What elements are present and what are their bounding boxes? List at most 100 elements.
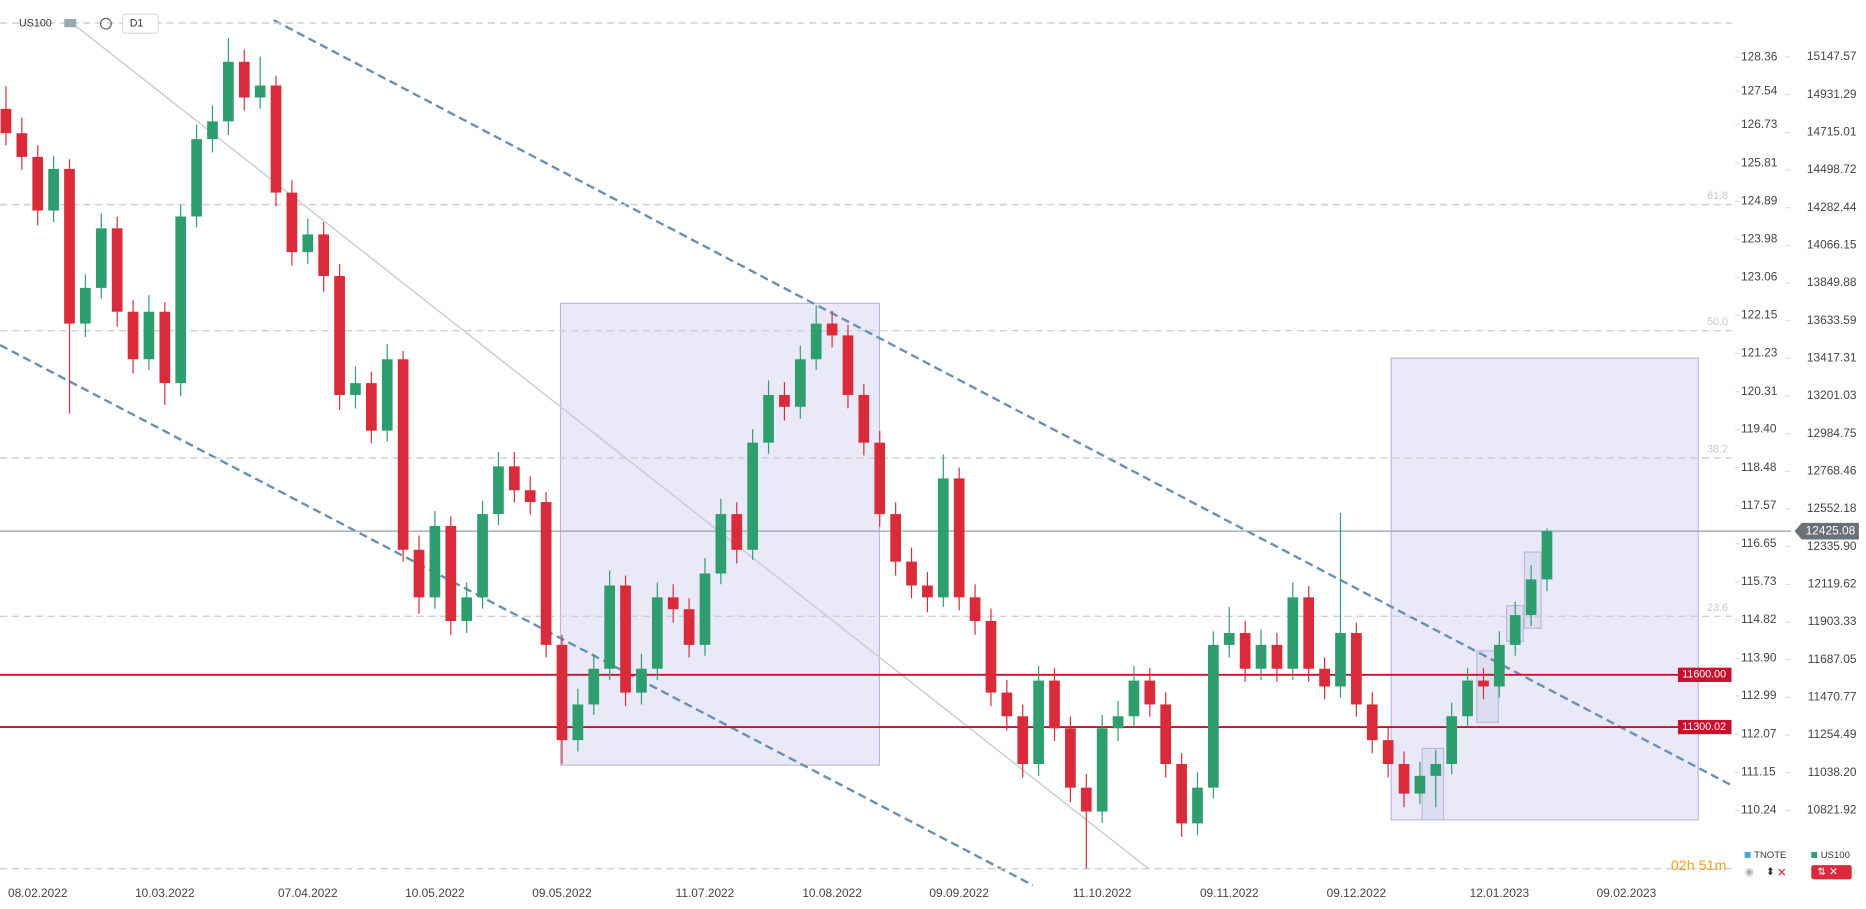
y2-tick-label: 116.65: [1741, 536, 1777, 550]
y-tick-label: 11470.77: [1808, 689, 1857, 703]
sort-icon[interactable]: ⬍: [1766, 866, 1775, 878]
candle-body: [1033, 680, 1044, 764]
eye-icon[interactable]: ◉: [1745, 866, 1754, 878]
x-tick-label: 09.09.2022: [929, 886, 989, 900]
candle-body: [1271, 644, 1283, 669]
candle-body: [763, 394, 774, 443]
candle-body: [794, 359, 806, 407]
candle-body: [1176, 763, 1187, 824]
candle-body: [1223, 633, 1235, 645]
candle-body: [1192, 787, 1203, 824]
candle-body: [16, 133, 28, 157]
candle-body: [191, 139, 202, 217]
remove-button[interactable]: [1811, 865, 1852, 880]
countdown: 02h 51m: [1671, 858, 1727, 874]
candle-body: [111, 228, 123, 312]
candle-body: [651, 597, 663, 669]
candle-body: [731, 514, 743, 550]
candle-body: [922, 585, 933, 598]
candle-body: [366, 383, 377, 431]
close-icon[interactable]: ✕: [1777, 866, 1787, 880]
y2-tick-label: 121.23: [1741, 346, 1778, 360]
y-tick-label: 12984.75: [1807, 426, 1857, 440]
candle-body: [667, 597, 679, 610]
candle-body: [64, 168, 75, 324]
candle-body: [286, 192, 298, 253]
candle-body: [1351, 633, 1362, 705]
candle-body: [556, 644, 568, 741]
candle-body: [143, 311, 155, 360]
y2-tick-label: 113.90: [1741, 650, 1777, 664]
candle-body: [1382, 740, 1394, 764]
y-tick-label: 13417.31: [1807, 350, 1857, 364]
fib-label: 23.6: [1707, 602, 1728, 614]
level-label: 11300.02: [1682, 721, 1726, 733]
candle-body: [810, 323, 822, 360]
candle-body: [318, 234, 330, 277]
channel-line: [0, 343, 1034, 887]
candle-body: [1303, 597, 1315, 669]
candle-body: [715, 514, 727, 574]
y-tick-label: 12768.46: [1807, 463, 1857, 477]
y2-tick-label: 123.06: [1741, 270, 1778, 284]
candle-body: [604, 585, 616, 669]
candle-body: [461, 597, 473, 622]
candle-body: [1335, 633, 1346, 687]
candle-body: [207, 121, 218, 140]
y2-tick-label: 117.57: [1741, 498, 1777, 512]
y-tick-label: 14715.01: [1807, 124, 1857, 138]
candle-body: [0, 108, 12, 134]
candle-body: [779, 394, 790, 407]
candle-body: [747, 442, 759, 550]
legend-swatch: [1811, 851, 1818, 858]
candle-body: [874, 442, 886, 515]
x-tick-label: 11.10.2022: [1073, 886, 1132, 900]
x-tick-label: 08.02.2022: [8, 886, 68, 900]
x-tick-label: 12.01.2023: [1470, 886, 1530, 900]
candle-body: [381, 359, 393, 431]
y-tick-label: 14931.29: [1807, 87, 1857, 101]
y2-tick-label: 122.15: [1741, 307, 1778, 321]
candle-body: [477, 514, 488, 598]
candle-body: [1049, 680, 1060, 729]
candle-body: [1446, 716, 1458, 764]
candle-body: [429, 525, 441, 598]
candle-body: [1287, 597, 1299, 669]
y2-tick-label: 124.89: [1741, 194, 1778, 208]
y2-tick-label: 110.24: [1741, 802, 1777, 816]
price-tag-label: 12425.08: [1806, 523, 1856, 537]
legend-label: US100: [1821, 850, 1850, 861]
icon[interactable]: [64, 18, 77, 28]
axes: 11600.00 11300.02 15147.57 14931.29 14715.01…: [8, 49, 1859, 900]
y-tick-label: 15147.57: [1807, 49, 1857, 63]
candle-body: [953, 478, 965, 598]
y-tick-label: 13849.88: [1807, 275, 1857, 289]
candle-body: [1414, 775, 1426, 794]
candle-body: [906, 561, 917, 586]
candle-body: [397, 359, 409, 550]
candle-body: [636, 668, 647, 693]
info-icon[interactable]: [99, 17, 112, 30]
small-box: [1476, 650, 1499, 723]
candle-body: [413, 549, 425, 598]
x-tick-label: 09.12.2022: [1327, 886, 1387, 900]
candle-body: [350, 383, 361, 395]
y-tick-label: 11038.20: [1808, 765, 1857, 779]
level-label: 11600.00: [1682, 669, 1726, 681]
candle-body: [223, 61, 234, 122]
candle-body: [32, 156, 44, 211]
y-tick-label: 14498.72: [1807, 162, 1857, 176]
candle-body: [1366, 704, 1378, 741]
price-tag: [1794, 522, 1859, 540]
y2-tick-label: 126.73: [1741, 117, 1778, 131]
y2-tick-label: 112.99: [1741, 688, 1777, 702]
y2-tick-label: 120.31: [1741, 384, 1778, 398]
interval-select[interactable]: [121, 13, 159, 34]
interval: D1: [130, 18, 144, 30]
y2-tick-label: 111.15: [1741, 765, 1776, 779]
candle-body: [1128, 680, 1140, 717]
y-tick-label: 11903.33: [1808, 614, 1857, 628]
legend-label: TNOTE: [1754, 850, 1786, 861]
fib-label: 50.0: [1707, 316, 1728, 328]
